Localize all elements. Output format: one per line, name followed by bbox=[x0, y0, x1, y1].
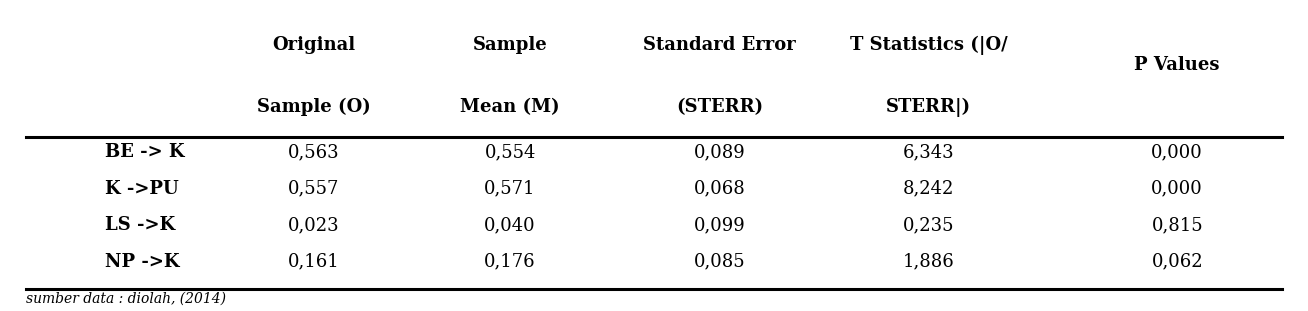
Text: 0,815: 0,815 bbox=[1151, 216, 1203, 234]
Text: 0,062: 0,062 bbox=[1151, 253, 1203, 271]
Text: 0,571: 0,571 bbox=[484, 179, 536, 197]
Text: 0,068: 0,068 bbox=[693, 179, 746, 197]
Text: Original: Original bbox=[272, 36, 356, 54]
Text: 0,161: 0,161 bbox=[288, 253, 340, 271]
Text: 0,085: 0,085 bbox=[693, 253, 746, 271]
Text: 6,343: 6,343 bbox=[903, 143, 955, 161]
Text: 0,099: 0,099 bbox=[693, 216, 746, 234]
Text: 1,886: 1,886 bbox=[903, 253, 955, 271]
Text: Sample (O): Sample (O) bbox=[258, 98, 370, 116]
Text: sumber data : diolah, (2014): sumber data : diolah, (2014) bbox=[26, 291, 226, 306]
Text: 0,557: 0,557 bbox=[288, 179, 340, 197]
Text: 0,235: 0,235 bbox=[903, 216, 955, 234]
Text: (STERR): (STERR) bbox=[676, 98, 763, 116]
Text: P Values: P Values bbox=[1134, 56, 1220, 74]
Text: 0,000: 0,000 bbox=[1151, 179, 1203, 197]
Text: 0,023: 0,023 bbox=[288, 216, 340, 234]
Text: STERR|): STERR|) bbox=[886, 98, 972, 117]
Text: Standard Error: Standard Error bbox=[644, 36, 795, 54]
Text: Sample: Sample bbox=[472, 36, 548, 54]
Text: LS ->K: LS ->K bbox=[105, 216, 175, 234]
Text: 8,242: 8,242 bbox=[903, 179, 955, 197]
Text: 0,563: 0,563 bbox=[288, 143, 340, 161]
Text: 0,089: 0,089 bbox=[693, 143, 746, 161]
Text: BE -> K: BE -> K bbox=[105, 143, 184, 161]
Text: NP ->K: NP ->K bbox=[105, 253, 179, 271]
Text: K ->PU: K ->PU bbox=[105, 179, 178, 197]
Text: 0,000: 0,000 bbox=[1151, 143, 1203, 161]
Text: Mean (M): Mean (M) bbox=[460, 98, 560, 116]
Text: 0,040: 0,040 bbox=[484, 216, 536, 234]
Text: 0,176: 0,176 bbox=[484, 253, 536, 271]
Text: 0,554: 0,554 bbox=[484, 143, 536, 161]
Text: T Statistics (|O/: T Statistics (|O/ bbox=[850, 35, 1007, 55]
